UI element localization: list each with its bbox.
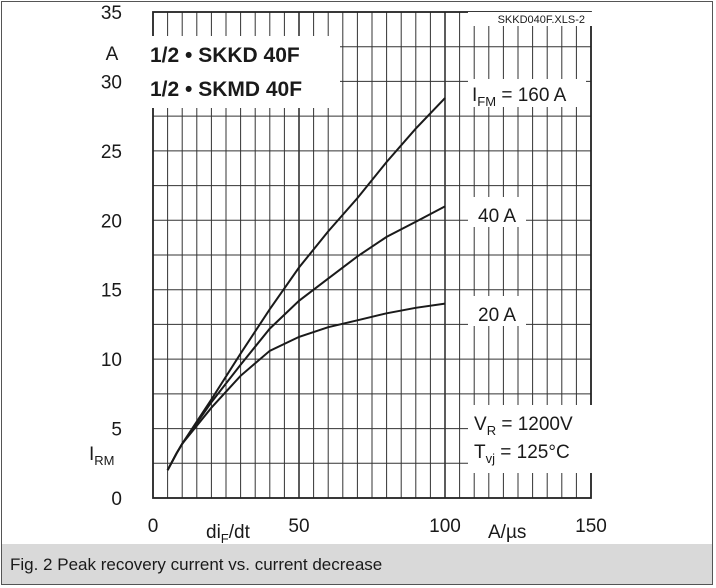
y-tick-label: 10 (101, 350, 122, 371)
y-axis-label: IRM (89, 444, 115, 468)
series-label-0: IFM = 160 A (472, 85, 567, 109)
caption-bar: Fig. 2 Peak recovery current vs. current… (2, 544, 712, 584)
series-line-0 (166, 97, 446, 471)
figure-caption: Fig. 2 Peak recovery current vs. current… (10, 555, 383, 574)
y-tick-label: 30 (101, 72, 122, 93)
curves (166, 97, 446, 471)
series-line-2 (166, 302, 446, 471)
plot-border (152, 11, 592, 499)
y-tick-label: 20 (101, 211, 122, 232)
label-bg (468, 79, 586, 107)
x-tick-label: 150 (575, 516, 607, 537)
tick-labels: 0 5 10 15 20 25 30 35 0 50 100 150 (101, 3, 607, 537)
x-unit: A/µs (488, 522, 526, 543)
x-axis-label: diF/dt (206, 522, 251, 544)
chart-title-line: 1/2 • SKKD 40F (150, 44, 300, 67)
y-tick-label: 15 (101, 281, 122, 302)
chart-title-line: 1/2 • SKMD 40F (150, 78, 302, 101)
code-bg (468, 12, 594, 26)
condition-label-0: VR = 1200V (474, 414, 573, 438)
conditions-bg (468, 405, 596, 473)
series-label-1: 40 A (478, 206, 516, 227)
condition-label-1: Tvj = 125°C (474, 442, 570, 466)
chart-code-label: SKKD040F.XLS-2 (498, 14, 585, 26)
label-bg (468, 197, 526, 227)
x-tick-label: 100 (429, 516, 461, 537)
title-bg (144, 36, 340, 108)
label-bg (468, 296, 526, 326)
series-line-1 (166, 205, 446, 471)
plot-border (152, 11, 592, 499)
chart: 0 5 10 15 20 25 30 35 0 50 100 150 SKKD040F.XLS-2 1/… (89, 3, 607, 544)
annotations: SKKD040F.XLS-2 1/2 • SKKD 40F 1/2 • SKMD 4… (89, 12, 596, 544)
series-label-2: 20 A (478, 305, 516, 326)
y-tick-label: 0 (111, 489, 122, 510)
x-tick-label: 50 (288, 516, 309, 537)
y-tick-label: 25 (101, 142, 122, 163)
y-unit: A (106, 44, 119, 65)
y-tick-label: 5 (111, 420, 122, 441)
x-tick-label: 0 (148, 516, 159, 537)
y-tick-label: 35 (101, 3, 122, 24)
